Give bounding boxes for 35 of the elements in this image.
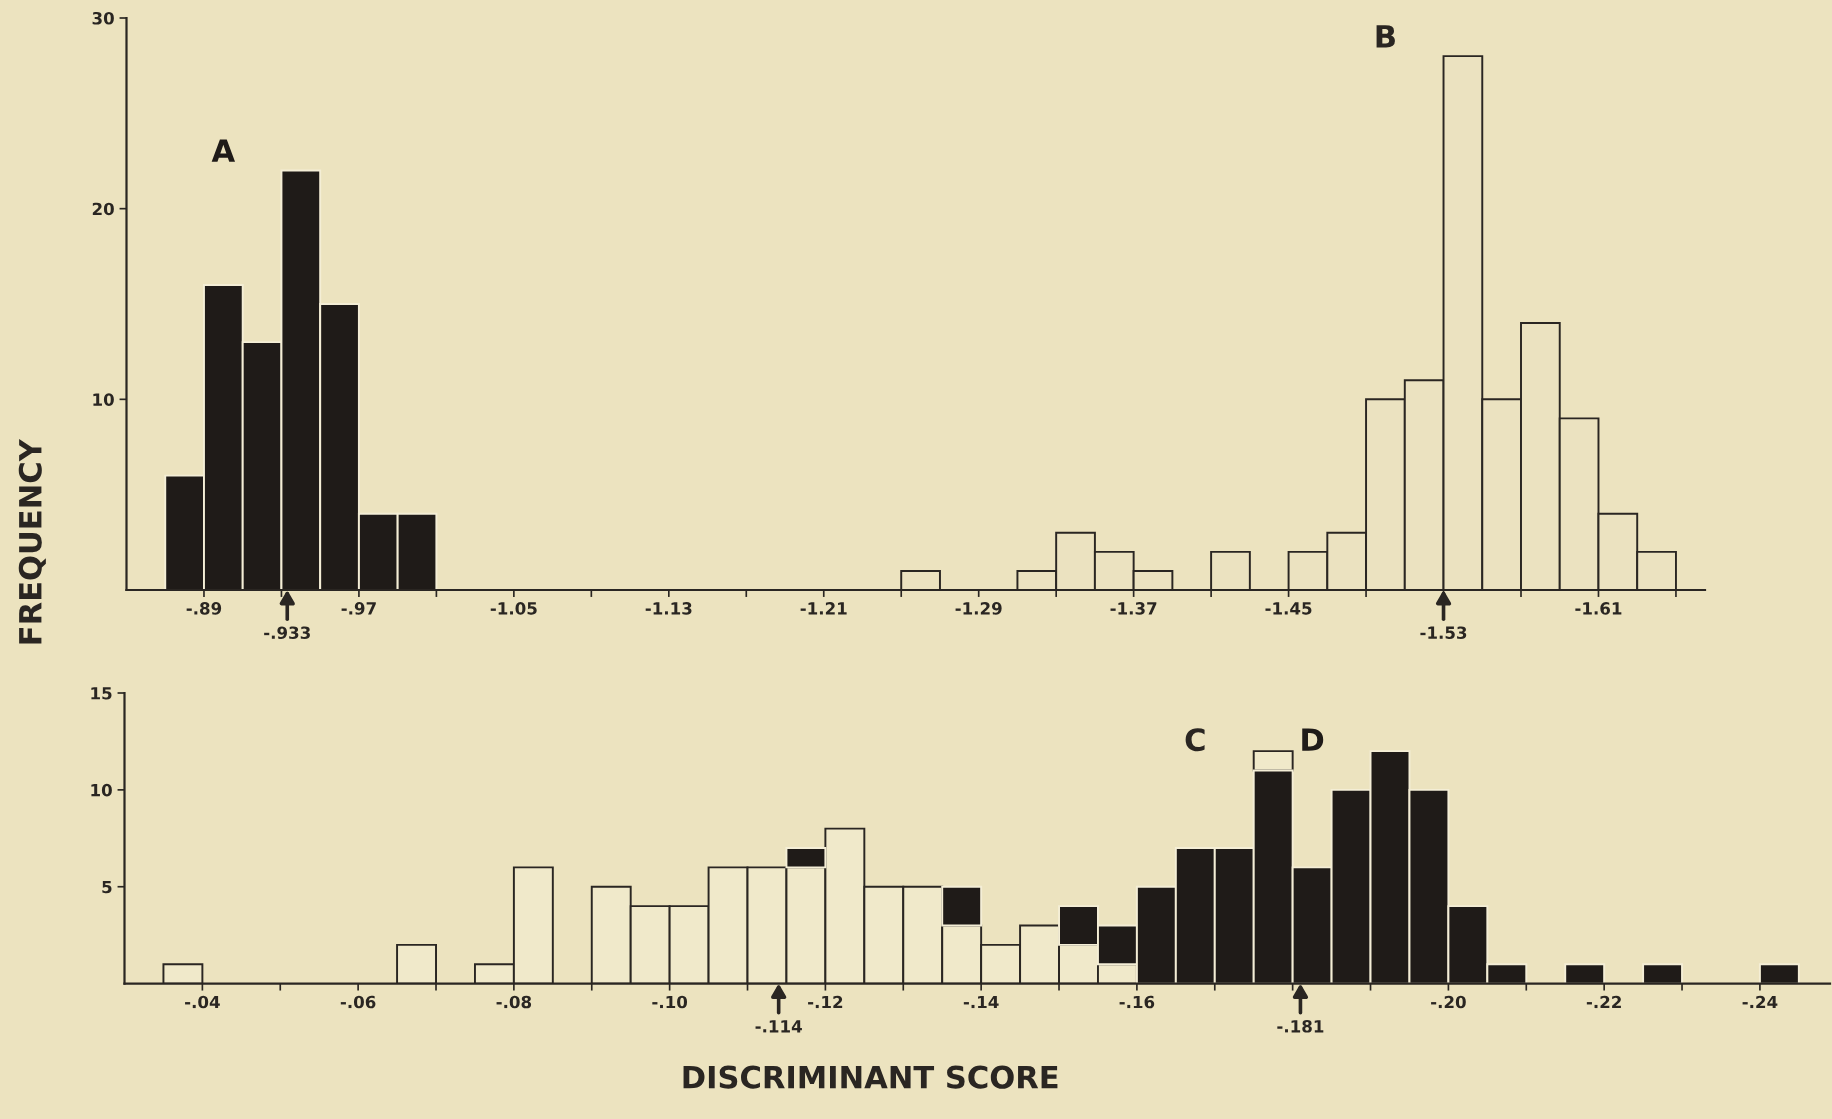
- x-tick-label: -.06: [340, 995, 376, 1009]
- x-tick-label: -.16: [1119, 995, 1155, 1009]
- series-label: B: [1376, 25, 1395, 48]
- x-tick-label: -1.05: [490, 602, 537, 615]
- x-tick-label: -1.13: [645, 602, 692, 615]
- x-tick-label: -.12: [808, 995, 843, 1009]
- y-tick-label: 15: [91, 687, 112, 700]
- x-tick-label: -.24: [1742, 995, 1778, 1009]
- annotation: -1.53: [1420, 626, 1467, 640]
- y-tick-label: 10: [93, 393, 114, 406]
- series-label: D: [1302, 728, 1324, 751]
- x-tick-label: -1.29: [955, 602, 1002, 615]
- x-tick-label: -.89: [186, 602, 222, 615]
- y-tick-label: 5: [102, 880, 112, 894]
- x-tick-label: -.20: [1431, 995, 1466, 1009]
- annotation: -.114: [755, 1020, 802, 1033]
- y-tick-label: 20: [92, 202, 114, 216]
- x-tick-label: -1.37: [1110, 602, 1157, 615]
- y-tick-label: 10: [91, 783, 112, 797]
- x-tick-label: -.14: [963, 995, 999, 1009]
- x-tick-label: -1.61: [1575, 602, 1622, 615]
- annotation: -.181: [1277, 1020, 1324, 1033]
- x-tick-label: -.22: [1586, 995, 1621, 1009]
- x-tick-label: -.10: [652, 995, 688, 1009]
- x-axis-title: DISCRIMINANT SCORE: [683, 1065, 1058, 1089]
- y-axis-title: FREQUENCY: [18, 438, 46, 644]
- annotation: -.933: [264, 626, 310, 640]
- series-label: A: [211, 139, 236, 162]
- series-label: C: [1185, 728, 1205, 752]
- y-tick-label: 30: [92, 11, 114, 25]
- x-tick-label: -1.45: [1265, 602, 1312, 615]
- x-tick-label: -1.21: [800, 602, 847, 615]
- x-tick-label: -.04: [185, 995, 220, 1009]
- x-tick-label: -.97: [341, 602, 376, 615]
- x-tick-label: -.08: [496, 995, 532, 1009]
